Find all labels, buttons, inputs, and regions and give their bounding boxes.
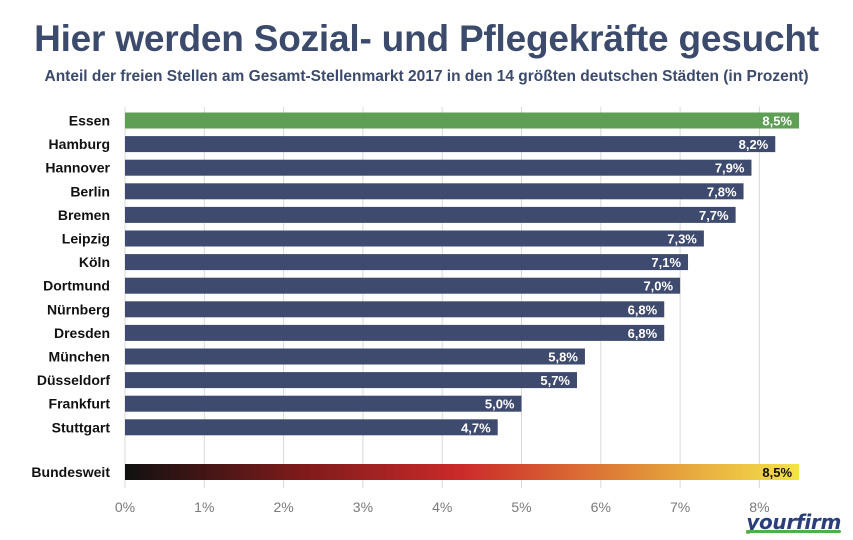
chart-title: Hier werden Sozial- und Pflegekräfte ges…: [34, 18, 819, 59]
logo-underline: [746, 530, 841, 533]
category-label: Dortmund: [43, 278, 110, 294]
category-label: Düsseldorf: [37, 372, 110, 388]
category-label: Hamburg: [49, 136, 110, 152]
x-tick-label: 1%: [194, 499, 214, 515]
category-label: Köln: [79, 254, 110, 270]
bar: [125, 254, 689, 271]
bar: [125, 159, 752, 176]
bar: [125, 206, 736, 223]
bar: [125, 324, 665, 341]
data-label: 7,8%: [707, 184, 737, 199]
x-tick-label: 5%: [511, 499, 531, 515]
data-label: 6,8%: [628, 326, 658, 341]
data-label: 4,7%: [461, 420, 491, 435]
data-label: 7,7%: [699, 208, 729, 223]
x-tick-label: 2%: [273, 499, 293, 515]
bar: [125, 395, 522, 412]
x-axis-ticks: 0% 1% 2% 3% 4% 5% 6% 7% 8%: [115, 499, 770, 515]
yourfirm-logo: yourfirm: [746, 510, 841, 534]
category-label: Hannover: [45, 160, 110, 176]
bar: [125, 301, 665, 318]
bar-bundesweit: [125, 464, 800, 480]
x-tick-label: 7%: [670, 499, 690, 515]
category-label-bundesweit: Bundesweit: [31, 464, 110, 480]
category-label: Dresden: [54, 325, 110, 341]
x-tick-label: 4%: [432, 499, 452, 515]
category-label: Frankfurt: [49, 396, 111, 412]
bar: [125, 277, 681, 294]
bar: [125, 136, 776, 153]
data-label: 8,2%: [739, 137, 769, 152]
data-label: 5,0%: [485, 397, 515, 412]
data-label: 7,9%: [715, 161, 745, 176]
category-label: Nürnberg: [47, 301, 110, 317]
category-label: Leipzig: [62, 231, 110, 247]
category-label: Bremen: [58, 207, 110, 223]
bar: [125, 230, 704, 247]
x-tick-label: 0%: [115, 499, 135, 515]
bar: [125, 112, 800, 129]
bar: [125, 372, 578, 389]
bar: [125, 183, 744, 200]
category-label: Berlin: [70, 183, 110, 199]
data-label: 5,7%: [540, 373, 570, 388]
data-label: 7,3%: [667, 232, 697, 247]
category-labels: Essen Hamburg Hannover Berlin Bremen Leipzig K…: [31, 113, 110, 481]
chart-subtitle: Anteil der freien Stellen am Gesamt-Stel…: [44, 68, 809, 85]
data-label: 7,0%: [643, 279, 673, 294]
bars: [125, 112, 800, 480]
data-label: 6,8%: [628, 302, 658, 317]
x-tick-label: 8%: [749, 499, 769, 515]
category-label: Essen: [69, 113, 110, 129]
data-label: 8,5%: [762, 114, 792, 129]
bar: [125, 348, 585, 365]
data-label-bundesweit: 8,5%: [762, 465, 792, 480]
data-label: 7,1%: [651, 255, 681, 270]
bar: [125, 419, 498, 436]
x-tick-label: 6%: [591, 499, 611, 515]
x-tick-label: 3%: [353, 499, 373, 515]
data-label: 5,8%: [548, 350, 578, 365]
value-labels: 8,5% 8,2% 7,9% 7,8% 7,7%7,3% 7,1% 7,0% 6,8% 6,8%…: [461, 114, 792, 481]
category-label: Stuttgart: [52, 419, 111, 435]
category-label: München: [49, 349, 110, 365]
